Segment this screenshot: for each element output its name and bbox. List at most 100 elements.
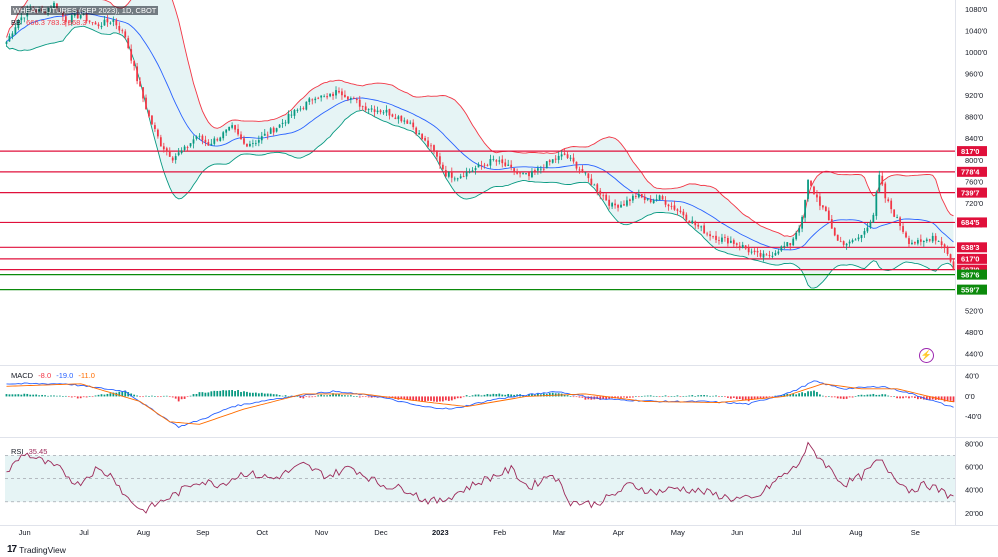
candle-body: [370, 108, 373, 110]
lightning-alert-icon[interactable]: ⚡: [919, 348, 934, 363]
candle-body: [489, 159, 492, 166]
macd-histogram-bar: [364, 396, 367, 398]
macd-histogram-bar: [881, 394, 884, 397]
candle-body: [670, 206, 673, 207]
macd-histogram-bar: [908, 396, 910, 399]
candle-body: [281, 122, 284, 124]
macd-histogram-bar: [703, 395, 706, 397]
candle-body: [64, 16, 67, 23]
macd-histogram-bar: [833, 396, 836, 398]
macd-histogram-bar: [949, 396, 952, 401]
macd-histogram-bar: [744, 396, 747, 400]
macd-histogram-bar: [103, 394, 106, 397]
candle-body: [783, 245, 786, 248]
candle-body: [213, 138, 216, 144]
candle-body: [23, 17, 26, 19]
price-level-tag-label: 587'6: [961, 270, 979, 279]
macd-histogram-bar: [204, 392, 207, 397]
macd-histogram-bar: [685, 395, 688, 397]
price-tick-label: 520'0: [965, 307, 983, 316]
candle-body: [537, 168, 539, 171]
time-tick-label: Jun: [731, 528, 743, 537]
candle-body: [860, 234, 863, 239]
candle-body: [917, 240, 919, 244]
macd-histogram-bar: [269, 393, 272, 397]
macd-histogram-bar: [893, 396, 896, 397]
candle-body: [468, 171, 471, 173]
macd-histogram-bar: [453, 396, 456, 400]
candle-body: [326, 96, 328, 98]
candle-body: [299, 108, 302, 110]
candle-body: [492, 159, 495, 161]
macd-histogram-bar: [919, 396, 922, 399]
candle-body: [216, 139, 219, 141]
candle-body: [946, 247, 949, 255]
candle-body: [174, 156, 177, 160]
macd-histogram-bar: [646, 395, 649, 397]
macd-histogram-bar: [260, 392, 263, 397]
candle-body: [762, 253, 765, 258]
macd-histogram-bar: [471, 395, 474, 397]
candle-body: [430, 145, 432, 147]
candle-body: [471, 170, 474, 172]
candle-body: [611, 203, 613, 207]
candle-body: [115, 20, 118, 26]
candle-body: [911, 242, 913, 244]
price-level-tag-label: 559'7: [961, 285, 979, 294]
candle-body: [569, 157, 572, 159]
macd-histogram-bar: [344, 395, 346, 397]
candle-body: [673, 205, 676, 210]
macd-histogram-bar: [284, 395, 287, 397]
macd-histogram-bar: [201, 392, 204, 397]
macd-histogram-bar: [634, 396, 637, 397]
macd-histogram-bar: [688, 395, 691, 397]
time-tick-label: Jul: [792, 528, 802, 537]
macd-histogram-bar: [370, 396, 373, 398]
candle-body: [109, 22, 112, 24]
macd-histogram-bar: [732, 396, 735, 398]
macd-histogram-bar: [210, 391, 213, 397]
candle-body: [385, 109, 388, 113]
macd-histogram-bar: [513, 394, 516, 397]
candle-body: [703, 225, 706, 234]
macd-histogram-bar: [551, 392, 554, 397]
candle-body: [676, 209, 679, 211]
candle-body: [735, 243, 738, 245]
macd-histogram-bar: [928, 396, 931, 400]
candle-body: [136, 66, 138, 82]
macd-histogram-bar: [148, 396, 150, 397]
macd-histogram-bar: [715, 395, 717, 397]
macd-histogram-bar: [281, 395, 284, 397]
candle-body: [284, 122, 287, 124]
candle-body: [581, 168, 584, 173]
macd-histogram-bar: [32, 394, 35, 397]
macd-histogram-bar: [124, 390, 127, 397]
macd-histogram-bar: [655, 396, 658, 397]
macd-histogram-bar: [44, 395, 46, 397]
time-tick-label: Sep: [196, 528, 209, 537]
macd-histogram-bar: [347, 395, 349, 397]
macd-histogram-bar: [581, 396, 584, 398]
candle-body: [771, 255, 774, 257]
price-level-tag-label: 638'3: [961, 243, 979, 252]
candle-body: [355, 98, 358, 101]
tradingview-logo[interactable]: 17 TradingView: [7, 544, 66, 555]
macd-histogram-bar: [296, 396, 299, 397]
candle-body: [801, 216, 803, 229]
macd-tick-label: -40'0: [965, 412, 981, 421]
candle-body: [382, 112, 385, 114]
candle-body: [91, 22, 94, 24]
macd-histogram-bar: [85, 396, 88, 398]
macd-histogram-bar: [804, 393, 806, 397]
candle-body: [560, 154, 563, 157]
macd-histogram-bar: [848, 396, 851, 398]
macd-histogram-bar: [272, 394, 275, 397]
candle-body: [275, 128, 278, 132]
candle-body: [667, 204, 670, 207]
candle-body: [614, 203, 616, 206]
macd-histogram-bar: [765, 396, 768, 398]
macd-legend-label: MACD: [11, 371, 34, 380]
candle-body: [79, 15, 82, 19]
macd-tick-label: 40'0: [965, 372, 979, 381]
